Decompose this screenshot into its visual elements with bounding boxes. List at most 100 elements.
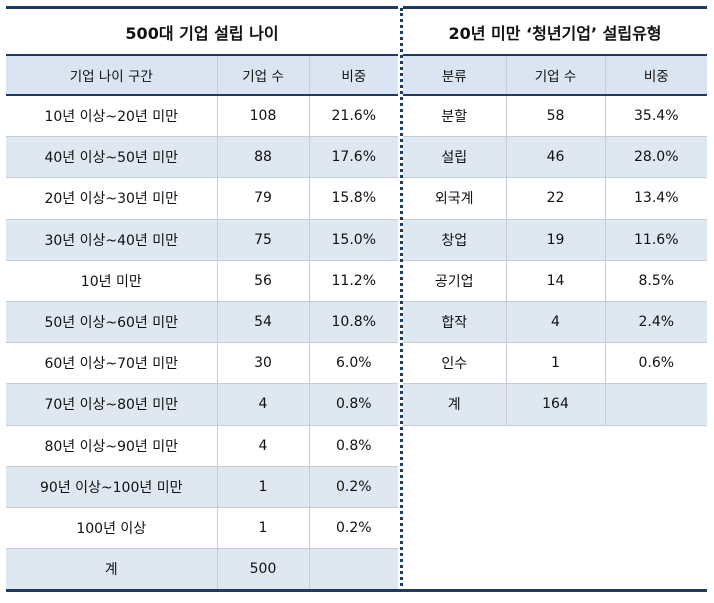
cell-age-range: 60년 이상~70년 미만 [6, 342, 217, 385]
young-company-panel: 20년 미만 ‘청년기업’ 설립유형 분류 기업 수 비중 분할 58 35.4% 설… [403, 6, 708, 426]
cell-company-count: 1 [216, 507, 309, 550]
cell-company-count: 75 [216, 219, 309, 261]
cell-category: 공기업 [403, 260, 506, 302]
cell-company-count: 108 [216, 95, 309, 138]
table-row: 10년 이상~20년 미만 108 21.6% [6, 95, 399, 138]
cell-share: 0.2% [308, 507, 399, 550]
table-row: 외국계 22 13.4% [403, 177, 708, 220]
cell-company-count: 500 [216, 548, 309, 591]
cell-company-count: 164 [505, 383, 605, 426]
header-share: 비중 [308, 55, 399, 96]
cell-share: 11.6% [604, 219, 708, 261]
cell-age-range: 90년 이상~100년 미만 [6, 466, 217, 508]
young-company-title: 20년 미만 ‘청년기업’ 설립유형 [403, 6, 708, 56]
table-row: 50년 이상~60년 미만 54 10.8% [6, 301, 399, 344]
cell-company-count: 56 [216, 260, 309, 302]
cell-age-range: 70년 이상~80년 미만 [6, 383, 217, 426]
young-company-table: 20년 미만 ‘청년기업’ 설립유형 분류 기업 수 비중 분할 58 35.4% 설… [403, 6, 708, 426]
cell-share: 8.5% [604, 260, 708, 302]
cell-company-count: 1 [216, 466, 309, 508]
cell-category: 인수 [403, 342, 506, 385]
header-age-range: 기업 나이 구간 [6, 55, 217, 96]
cell-company-count: 14 [505, 260, 605, 302]
cell-age-range: 10년 이상~20년 미만 [6, 95, 217, 138]
table-row: 10년 미만 56 11.2% [6, 260, 399, 302]
header-share: 비중 [604, 55, 708, 96]
table-row: 설립 46 28.0% [403, 136, 708, 179]
cell-age-range: 80년 이상~90년 미만 [6, 425, 217, 467]
bottom-rule [6, 589, 707, 592]
company-age-title-row: 500대 기업 설립 나이 [6, 6, 399, 56]
cell-share: 15.8% [308, 177, 399, 220]
cell-share: 21.6% [308, 95, 399, 138]
table-row: 창업 19 11.6% [403, 219, 708, 261]
cell-company-count: 58 [505, 95, 605, 138]
table-row: 30년 이상~40년 미만 75 15.0% [6, 219, 399, 261]
cell-age-range: 계 [6, 548, 217, 591]
cell-share: 6.0% [308, 342, 399, 385]
table-row: 20년 이상~30년 미만 79 15.8% [6, 177, 399, 220]
cell-age-range: 40년 이상~50년 미만 [6, 136, 217, 179]
table-row: 40년 이상~50년 미만 88 17.6% [6, 136, 399, 179]
table-row: 인수 1 0.6% [403, 342, 708, 385]
cell-category: 설립 [403, 136, 506, 179]
cell-share: 0.8% [308, 425, 399, 467]
cell-company-count: 1 [505, 342, 605, 385]
table-row: 분할 58 35.4% [403, 95, 708, 138]
cell-company-count: 4 [216, 383, 309, 426]
table-row: 공기업 14 8.5% [403, 260, 708, 302]
cell-company-count: 54 [216, 301, 309, 344]
cell-share: 10.8% [308, 301, 399, 344]
cell-company-count: 46 [505, 136, 605, 179]
cell-age-range: 20년 이상~30년 미만 [6, 177, 217, 220]
cell-age-range: 50년 이상~60년 미만 [6, 301, 217, 344]
company-age-panel: 500대 기업 설립 나이 기업 나이 구간 기업 수 비중 10년 이상~20… [6, 6, 399, 591]
cell-category: 합작 [403, 301, 506, 344]
header-company-count: 기업 수 [216, 55, 309, 96]
cell-share: 0.8% [308, 383, 399, 426]
header-company-count: 기업 수 [505, 55, 605, 96]
table-row: 90년 이상~100년 미만 1 0.2% [6, 466, 399, 508]
cell-share: 11.2% [308, 260, 399, 302]
cell-share: 15.0% [308, 219, 399, 261]
young-company-title-row: 20년 미만 ‘청년기업’ 설립유형 [403, 6, 708, 56]
cell-share: 28.0% [604, 136, 708, 179]
company-age-title: 500대 기업 설립 나이 [6, 6, 399, 56]
cell-share: 0.6% [604, 342, 708, 385]
cell-share: 13.4% [604, 177, 708, 220]
young-company-header-row: 분류 기업 수 비중 [403, 55, 708, 96]
cell-share: 0.2% [308, 466, 399, 508]
cell-company-count: 4 [216, 425, 309, 467]
cell-company-count: 22 [505, 177, 605, 220]
cell-category: 창업 [403, 219, 506, 261]
cell-share: 35.4% [604, 95, 708, 138]
cell-age-range: 10년 미만 [6, 260, 217, 302]
header-category: 분류 [403, 55, 506, 96]
company-age-header-row: 기업 나이 구간 기업 수 비중 [6, 55, 399, 96]
cell-category: 계 [403, 383, 506, 426]
company-age-body: 10년 이상~20년 미만 108 21.6% 40년 이상~50년 미만 88 17.6… [6, 95, 399, 591]
cell-share: 17.6% [308, 136, 399, 179]
cell-category: 분할 [403, 95, 506, 138]
table-row: 계 164 [403, 383, 708, 426]
cell-company-count: 79 [216, 177, 309, 220]
cell-age-range: 30년 이상~40년 미만 [6, 219, 217, 261]
table-row: 계 500 [6, 548, 399, 591]
cell-company-count: 88 [216, 136, 309, 179]
company-age-table: 500대 기업 설립 나이 기업 나이 구간 기업 수 비중 10년 이상~20… [6, 6, 399, 591]
cell-category: 외국계 [403, 177, 506, 220]
young-company-body: 분할 58 35.4% 설립 46 28.0% 외국계 22 13.4% 창업 19 11.6% 공기업… [403, 95, 708, 426]
cell-age-range: 100년 이상 [6, 507, 217, 550]
table-row: 합작 4 2.4% [403, 301, 708, 344]
dotted-divider [400, 8, 403, 592]
table-row: 80년 이상~90년 미만 4 0.8% [6, 425, 399, 467]
table-row: 100년 이상 1 0.2% [6, 507, 399, 550]
cell-company-count: 4 [505, 301, 605, 344]
cell-share [308, 548, 399, 591]
table-row: 70년 이상~80년 미만 4 0.8% [6, 383, 399, 426]
cell-company-count: 30 [216, 342, 309, 385]
table-row: 60년 이상~70년 미만 30 6.0% [6, 342, 399, 385]
cell-share: 2.4% [604, 301, 708, 344]
cell-share [604, 383, 708, 426]
